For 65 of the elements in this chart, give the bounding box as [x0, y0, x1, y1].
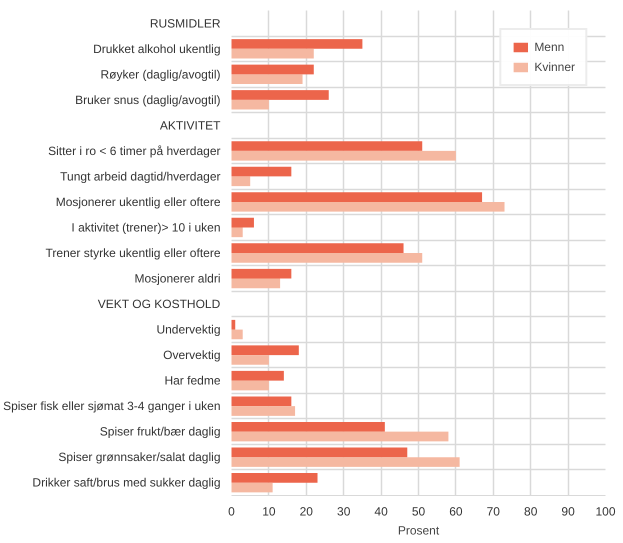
bar — [232, 64, 314, 74]
y-tick-label: Mosjonerer ukentlig eller oftere — [56, 194, 221, 209]
y-tick-label: Drikker saft/brus med sukker daglig — [32, 476, 221, 490]
bar — [232, 278, 280, 288]
bar — [232, 150, 456, 161]
bar — [232, 253, 422, 263]
bar — [232, 345, 299, 356]
y-tick-label: Bruker snus (daglig/avogtil) — [75, 92, 221, 107]
bar — [232, 370, 284, 381]
legend-label: Kvinner — [534, 60, 575, 74]
bar — [232, 48, 314, 58]
bar — [232, 432, 448, 442]
x-tick-label: 100 — [595, 504, 616, 518]
bar — [232, 39, 362, 49]
y-tick-label: Røyker (daglig/avogtil) — [100, 67, 221, 82]
y-tick-label: Drukket alkohol ukentlig — [93, 42, 221, 56]
bar — [232, 457, 460, 467]
bar — [232, 396, 292, 406]
x-tick-label: 90 — [561, 504, 576, 518]
y-tick-label: I aktivitet (trener)> 10 i uken — [71, 220, 221, 234]
bar — [232, 218, 254, 228]
x-tick-label: 40 — [374, 504, 388, 518]
bar — [232, 227, 243, 238]
bar — [232, 330, 243, 340]
bar — [232, 243, 404, 253]
bar — [232, 380, 269, 390]
y-tick-label: Trener styrke ukentlig eller oftere — [46, 246, 221, 260]
x-tick-label: 80 — [524, 504, 538, 518]
y-tick-label: Spiser grønnsaker/salat daglig — [58, 450, 221, 464]
x-axis-title: Prosent — [398, 524, 440, 538]
bar — [232, 268, 292, 279]
y-tick-label: Undervektig — [156, 322, 220, 337]
x-tick-label: 10 — [262, 504, 276, 518]
bar — [232, 482, 273, 492]
bar — [232, 320, 236, 330]
x-tick-label: 70 — [486, 504, 500, 518]
x-tick-label: 0 — [228, 504, 236, 518]
y-tick-label: Sitter i ro < 6 timer på hverdager — [48, 144, 221, 158]
bar — [232, 202, 505, 212]
x-tick-label: 30 — [337, 504, 351, 518]
bar — [232, 422, 385, 432]
y-tick-label: Overvektig — [163, 348, 221, 362]
y-tick-label: Spiser fisk eller sjømat 3-4 ganger i uken — [3, 399, 221, 414]
bar — [232, 448, 408, 458]
y-tick-label: RUSMIDLER — [150, 16, 221, 30]
bar — [232, 90, 329, 100]
x-tick-label: 20 — [300, 504, 314, 518]
bar — [232, 100, 269, 110]
bar — [232, 473, 318, 483]
bar — [232, 166, 292, 176]
legend-label: Menn — [534, 40, 564, 54]
x-tick-label: 60 — [449, 504, 463, 518]
bar — [232, 141, 422, 151]
y-tick-label: VEKT OG KOSTHOLD — [98, 297, 221, 312]
bar — [232, 406, 296, 416]
y-tick-label: AKTIVITET — [160, 118, 222, 132]
bar — [232, 74, 303, 84]
bar — [232, 192, 482, 202]
y-tick-label: Har fedme — [164, 374, 221, 388]
bar — [232, 176, 250, 186]
y-tick-label: Mosjonerer aldri — [134, 272, 221, 286]
x-tick-label: 50 — [412, 504, 426, 518]
bar — [232, 355, 269, 365]
y-tick-label: Spiser frukt/bær daglig — [100, 424, 221, 439]
y-tick-label: Tungt arbeid dagtid/hverdager — [60, 169, 221, 184]
